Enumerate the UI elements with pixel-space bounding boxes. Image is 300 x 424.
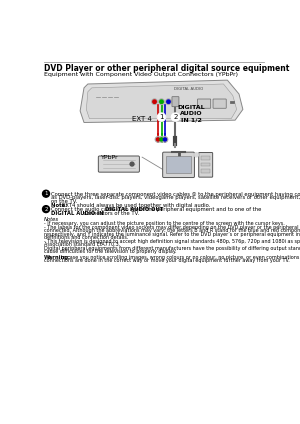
- Circle shape: [167, 100, 170, 103]
- Text: Equipment with Component Video Output Connectors (YPbPr): Equipment with Component Video Output Co…: [44, 72, 238, 77]
- Text: - This television is designed to accept high definition signal standards 480p, 5: - This television is designed to accept …: [44, 239, 300, 244]
- Circle shape: [159, 137, 164, 142]
- Text: cause difficulties for the television to properly display.: cause difficulties for the television to…: [44, 249, 176, 254]
- Text: connected. Although the abbreviations may vary, the letters B and R stand for th: connected. Although the abbreviations ma…: [44, 229, 300, 233]
- Circle shape: [152, 99, 157, 104]
- Text: Connect the audio cable ② to the: Connect the audio cable ② to the: [52, 207, 141, 212]
- Text: Warning:: Warning:: [44, 255, 71, 260]
- Circle shape: [164, 138, 166, 141]
- Text: 1: 1: [159, 114, 164, 120]
- Text: DIGITAL
AUDIO
IN 1/2: DIGITAL AUDIO IN 1/2: [177, 105, 205, 122]
- Text: connections are done in the correct way or move your digital equipment further a: connections are done in the correct way …: [44, 258, 290, 263]
- Text: Connect the three separate component video cables ① to the peripheral equipment : Connect the three separate component vid…: [52, 192, 300, 197]
- Text: Association standard EIA770.3.: Association standard EIA770.3.: [44, 242, 120, 247]
- Text: - The labels for the component video sockets may differ depending on the DVD pla: - The labels for the component video soc…: [44, 225, 300, 230]
- Text: 1: 1: [44, 191, 48, 196]
- Text: DIGITAL AUDIO OUT: DIGITAL AUDIO OUT: [105, 207, 164, 212]
- Circle shape: [130, 162, 134, 166]
- Circle shape: [194, 153, 199, 157]
- Circle shape: [157, 138, 160, 141]
- Text: In case you notice scrolling images, wrong colours or no colour, no picture, or : In case you notice scrolling images, wro…: [61, 255, 300, 260]
- FancyBboxPatch shape: [213, 99, 226, 108]
- FancyBboxPatch shape: [197, 99, 211, 108]
- Text: Note:: Note:: [52, 203, 70, 208]
- Text: - If necessary, you can adjust the picture position to the centre of the screen : - If necessary, you can adjust the pictu…: [44, 221, 284, 226]
- Circle shape: [43, 206, 50, 212]
- Bar: [201, 162, 210, 166]
- Text: EXT4 should always be used together with digital audio.: EXT4 should always be used together with…: [61, 203, 210, 208]
- Circle shape: [157, 113, 166, 121]
- Text: YPbPr: YPbPr: [101, 155, 119, 160]
- Circle shape: [162, 137, 168, 142]
- PathPatch shape: [86, 84, 237, 119]
- Text: 2: 2: [173, 114, 178, 120]
- Circle shape: [155, 137, 161, 142]
- Text: respectively, and Y indicates the luminance signal. Refer to the DVD player’s or: respectively, and Y indicates the lumina…: [44, 232, 300, 237]
- Text: connectors of the TV.: connectors of the TV.: [82, 211, 140, 216]
- Text: 2: 2: [44, 206, 48, 212]
- Circle shape: [159, 99, 164, 104]
- Text: definitions and connection details.: definitions and connection details.: [44, 235, 128, 240]
- Text: of the peripheral equipment and to one of the: of the peripheral equipment and to one o…: [138, 207, 263, 212]
- FancyBboxPatch shape: [98, 156, 140, 172]
- Bar: [166, 156, 191, 173]
- Text: on the TV.: on the TV.: [52, 199, 78, 204]
- FancyBboxPatch shape: [199, 153, 213, 177]
- Text: DIGITAL AUDIO: DIGITAL AUDIO: [174, 87, 203, 91]
- Circle shape: [153, 100, 156, 103]
- Circle shape: [166, 99, 171, 104]
- Circle shape: [160, 100, 163, 103]
- Circle shape: [160, 138, 163, 141]
- FancyBboxPatch shape: [163, 152, 194, 178]
- Bar: [201, 156, 210, 160]
- FancyBboxPatch shape: [172, 97, 179, 107]
- Text: Digital peripheral equipments from different manufacturers have the possibility : Digital peripheral equipments from diffe…: [44, 245, 300, 251]
- Text: as DVD-players, laser-disc players, videogame players, satellite receivers or ot: as DVD-players, laser-disc players, vide…: [52, 195, 300, 200]
- Text: EXT 4: EXT 4: [132, 116, 152, 122]
- Bar: [201, 169, 210, 173]
- Circle shape: [171, 113, 180, 121]
- Text: Notes: Notes: [44, 217, 59, 222]
- PathPatch shape: [80, 80, 243, 123]
- Circle shape: [43, 190, 50, 197]
- Text: DIGITAL AUDIO IN: DIGITAL AUDIO IN: [52, 211, 104, 216]
- Text: DVD Player or other peripheral digital source equipment: DVD Player or other peripheral digital s…: [44, 64, 289, 73]
